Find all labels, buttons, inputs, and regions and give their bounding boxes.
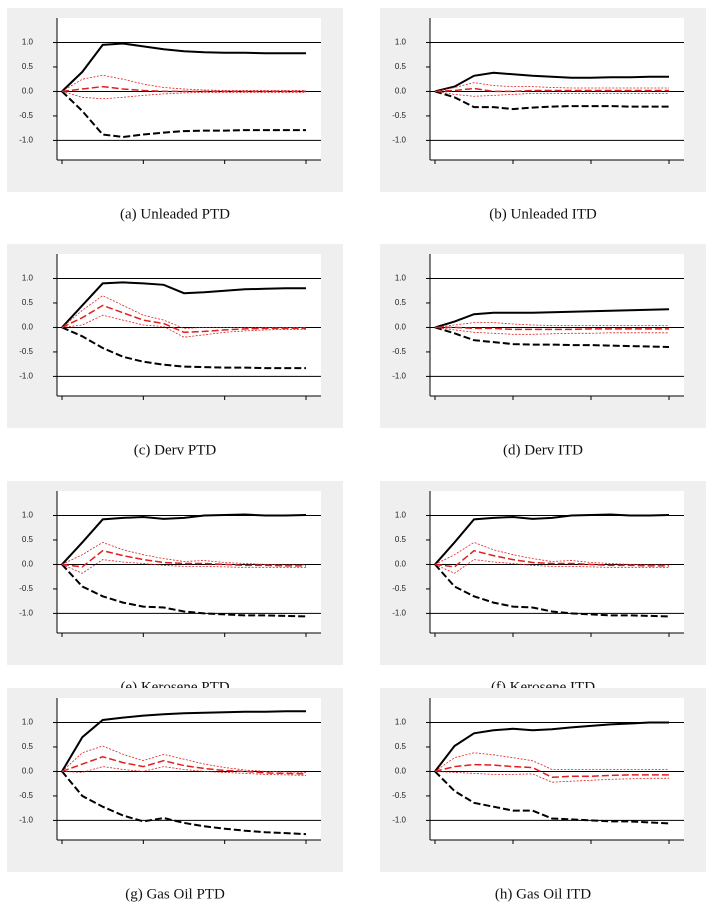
y-tick-label: 0.5 [22,62,34,71]
y-tick-label: -1.0 [392,816,406,825]
y-tick-label: -0.5 [392,791,406,800]
y-tick-label: -1.0 [19,136,33,145]
series-line [61,90,306,139]
series-line [61,314,306,338]
series-line [434,87,669,93]
y-tick-label: 0.0 [22,323,34,332]
y-tick-label: -1.0 [392,609,406,618]
caption: (b) Unleaded ITD [489,206,597,222]
y-tick-label: -0.5 [392,347,406,356]
plot-area [430,18,684,160]
series-line [434,82,669,92]
series-line [61,513,307,566]
y-tick-label: -0.5 [392,111,406,120]
series-line [61,295,306,329]
y-tick-label: 1.0 [395,718,407,727]
y-tick-label: 0.5 [22,298,34,307]
y-tick-label: -1.0 [392,372,406,381]
series-line [61,549,306,568]
series-line [61,91,306,100]
series-line [434,71,669,93]
plot-area [430,254,684,396]
y-tick-label: -0.5 [19,791,33,800]
series-line [434,90,669,111]
caption: (h) Gas Oil ITD [495,886,591,902]
y-tick-label: -0.5 [19,584,33,593]
y-tick-label: 1.0 [22,718,34,727]
series-line [61,85,306,93]
plot-area [430,698,684,840]
y-tick-label: 1.0 [22,38,34,47]
series-line [434,563,670,618]
y-tick-label: 0.0 [22,560,34,569]
series-line [434,752,669,772]
y-tick-label: 0.0 [395,560,407,569]
caption: (d) Derv ITD [503,442,583,458]
series-line [61,770,307,836]
series-line [435,326,669,331]
series-line [434,771,669,783]
y-tick-label: 1.0 [22,274,34,283]
y-tick-label: -0.5 [392,584,406,593]
series-line [61,745,307,773]
y-tick-label: -1.0 [19,816,33,825]
series-line [434,513,670,566]
series-line [61,766,307,776]
y-tick-label: -1.0 [19,372,33,381]
plot-area [57,18,321,160]
series-line [61,710,306,772]
series-line [434,770,670,825]
series-line [61,563,307,618]
y-tick-label: 0.5 [395,298,407,307]
caption: (a) Unleaded PTD [120,206,230,222]
y-tick-label: 1.0 [22,511,34,520]
series-line [434,322,669,328]
series-line [61,756,307,775]
series-line [434,549,669,568]
y-tick-label: 0.0 [395,767,407,776]
y-tick-label: 1.0 [395,274,407,283]
series-line [61,559,306,574]
y-tick-label: 0.0 [395,87,407,96]
y-tick-label: 0.0 [22,767,34,776]
y-tick-label: 0.0 [22,87,34,96]
series-line [434,763,669,779]
series-line [434,559,669,574]
plot-area [57,698,321,840]
y-tick-label: 1.0 [395,38,407,47]
series-line [61,304,306,334]
series-line [61,326,306,370]
y-tick-label: -1.0 [392,136,406,145]
plot-area [57,254,321,396]
y-tick-label: 0.5 [22,535,34,544]
series-line [434,308,670,329]
caption: (g) Gas Oil PTD [125,886,225,902]
y-tick-label: 1.0 [395,511,407,520]
y-tick-label: 0.5 [395,742,407,751]
y-tick-label: 0.5 [395,62,407,71]
series-line [434,721,669,773]
y-tick-label: -0.5 [19,111,33,120]
series-line [61,74,306,92]
series-line [61,281,306,329]
series-line [434,91,669,97]
y-tick-label: 0.0 [395,323,407,332]
series-line [61,42,306,93]
series-line [434,326,670,348]
y-tick-label: 0.5 [22,742,34,751]
y-tick-label: 0.5 [395,535,407,544]
caption: (c) Derv PTD [134,442,217,458]
series-line [434,541,669,566]
y-tick-label: -1.0 [19,609,33,618]
y-tick-label: -0.5 [19,347,33,356]
series-line [61,541,306,566]
series-line [434,327,669,335]
